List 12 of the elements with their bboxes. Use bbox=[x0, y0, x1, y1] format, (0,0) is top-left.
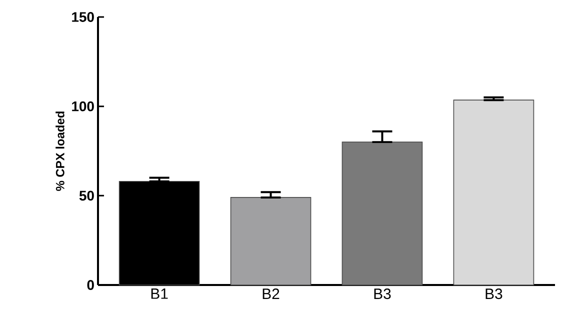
bar bbox=[453, 100, 534, 286]
bar bbox=[342, 142, 423, 286]
y-tick-label: 0 bbox=[87, 280, 94, 290]
x-tick-label: B3 bbox=[486, 288, 502, 300]
y-axis-title: % CPX loaded bbox=[56, 112, 64, 191]
x-tick-label: B3 bbox=[374, 288, 391, 300]
y-tick-label: 150 bbox=[72, 12, 94, 22]
x-tick-label: B2 bbox=[262, 288, 280, 299]
x-tick-label: B1 bbox=[151, 288, 168, 299]
bar bbox=[230, 197, 312, 286]
y-tick-label: 50 bbox=[79, 190, 94, 201]
y-tick-label: 100 bbox=[72, 101, 94, 112]
